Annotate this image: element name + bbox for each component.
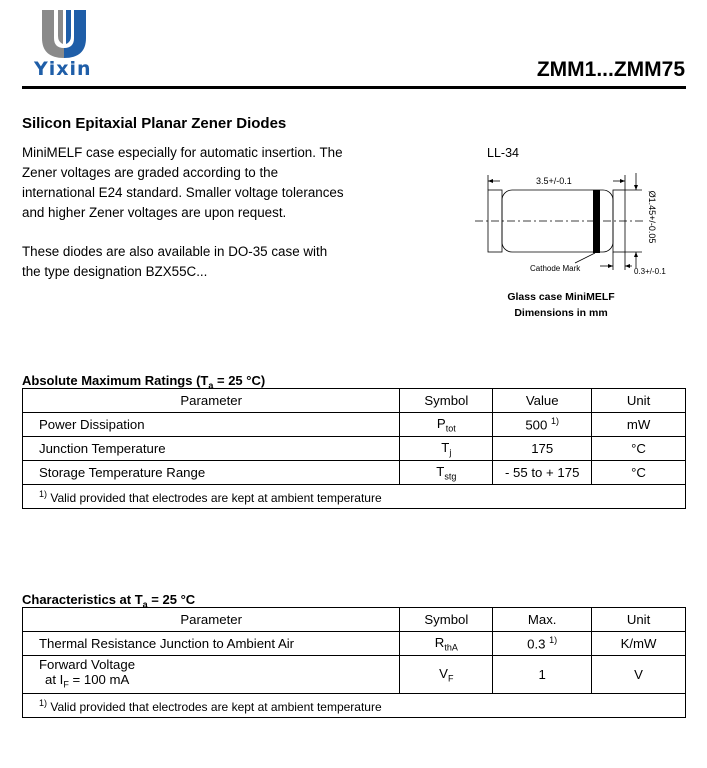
value-cell: 0.3 1) xyxy=(492,631,593,656)
header-cell: Unit xyxy=(591,388,686,413)
intro-paragraph-2: These diodes are also available in DO-35… xyxy=(22,242,367,282)
cathode-mark-label: Cathode Mark xyxy=(530,264,581,273)
value-cell: - 55 to + 175 xyxy=(492,460,593,485)
cathode-band xyxy=(593,190,600,253)
footnote: 1) Valid provided that electrodes are ke… xyxy=(22,693,686,718)
param-cell: Power Dissipation xyxy=(21,412,401,437)
diameter-dimension: Ø1.45+/-0.05 xyxy=(647,190,657,244)
param-cell: Thermal Resistance Junction to Ambient A… xyxy=(21,631,401,656)
table-header-row: Parameter Symbol Value Unit xyxy=(21,388,686,413)
unit-cell: mW xyxy=(591,412,686,437)
text-line: These diodes are also available in DO-35… xyxy=(22,244,328,259)
table-row: Forward Voltage at IF = 100 mA VF 1 V xyxy=(21,655,686,694)
logo-text: Yixin xyxy=(34,58,92,80)
length-dimension: 3.5+/-0.1 xyxy=(536,176,572,186)
header-cell: Parameter xyxy=(21,388,401,413)
symbol-cell: Tj xyxy=(399,436,494,461)
page-title: ZMM1...ZMM75 xyxy=(536,58,685,81)
symbol-cell: Tstg xyxy=(399,460,494,485)
value-cell: 175 xyxy=(492,436,593,461)
symbol-cell: VF xyxy=(399,655,494,694)
text-line: the type designation BZX55C... xyxy=(22,264,208,279)
section-heading: Silicon Epitaxial Planar Zener Diodes xyxy=(22,115,287,132)
unit-cell: V xyxy=(591,655,686,694)
value-cell: 1 xyxy=(492,655,593,694)
param-cell: Forward Voltage at IF = 100 mA xyxy=(21,655,401,694)
table-row: Junction Temperature Tj 175 °C xyxy=(21,436,686,461)
package-label: LL-34 xyxy=(487,146,519,160)
header-cell: Max. xyxy=(492,607,593,632)
characteristics-table: Parameter Symbol Max. Unit Thermal Resis… xyxy=(21,607,686,718)
text-line: MiniMELF case especially for automatic i… xyxy=(22,145,343,160)
value-cell: 500 1) xyxy=(492,412,593,437)
caption-line: Glass case MiniMELF xyxy=(507,291,615,303)
unit-cell: K/mW xyxy=(591,631,686,656)
unit-cell: °C xyxy=(591,436,686,461)
text-line: Zener voltages are graded according to t… xyxy=(22,165,279,180)
table-row: Power Dissipation Ptot 500 1) mW xyxy=(21,412,686,437)
unit-cell: °C xyxy=(591,460,686,485)
intro-paragraph-1: MiniMELF case especially for automatic i… xyxy=(22,143,367,223)
abs-max-table: Parameter Symbol Value Unit Power Dissip… xyxy=(21,388,686,509)
abs-max-caption: Absolute Maximum Ratings (Ta = 25 °C) xyxy=(22,373,266,391)
drawing-caption: Glass case MiniMELF Dimensions in mm xyxy=(470,289,652,321)
header-cell: Value xyxy=(492,388,593,413)
param-cell: Storage Temperature Range xyxy=(21,460,401,485)
table-row: Thermal Resistance Junction to Ambient A… xyxy=(21,631,686,656)
symbol-cell: RthA xyxy=(399,631,494,656)
table-header-row: Parameter Symbol Max. Unit xyxy=(21,607,686,632)
footnote: 1) Valid provided that electrodes are ke… xyxy=(22,484,686,509)
header-cell: Symbol xyxy=(399,607,494,632)
text-line: international E24 standard. Smaller volt… xyxy=(22,185,344,200)
footnote-row: 1) Valid provided that electrodes are ke… xyxy=(22,484,686,509)
header-cell: Unit xyxy=(591,607,686,632)
package-dimension-drawing xyxy=(475,173,645,270)
symbol-cell: Ptot xyxy=(399,412,494,437)
yixin-logo-icon xyxy=(42,10,86,58)
cap-dimension: 0.3+/-0.1 xyxy=(634,267,666,276)
text-line: and higher Zener voltages are upon reque… xyxy=(22,205,287,220)
param-cell: Junction Temperature xyxy=(21,436,401,461)
header-divider xyxy=(22,86,686,89)
characteristics-caption: Characteristics at Ta = 25 °C xyxy=(22,592,196,610)
header-cell: Parameter xyxy=(21,607,401,632)
footnote-row: 1) Valid provided that electrodes are ke… xyxy=(22,693,686,718)
caption-line: Dimensions in mm xyxy=(514,307,608,319)
header-cell: Symbol xyxy=(399,388,494,413)
table-row: Storage Temperature Range Tstg - 55 to +… xyxy=(21,460,686,485)
